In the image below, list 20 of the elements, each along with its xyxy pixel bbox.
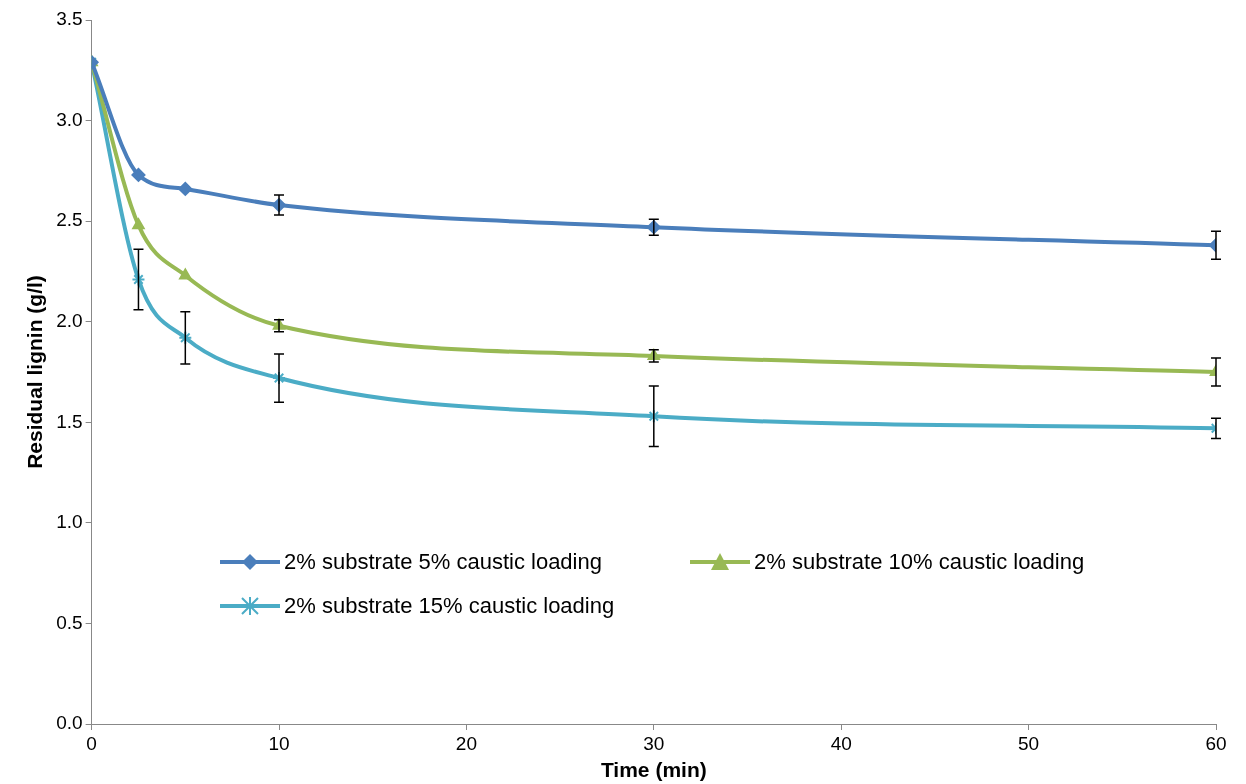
x-tick-label: 60 [1205,732,1227,754]
x-axis-title: Time (min) [600,758,707,782]
y-axis-title: Residual lignin (g/l) [23,275,47,469]
y-tick-label: 3.0 [56,108,83,130]
y-tick-label: 2.5 [56,209,83,231]
legend-label: 2% substrate 10% caustic loading [754,549,1085,575]
x-tick-label: 10 [268,732,290,754]
x-tick-label: 30 [643,732,665,754]
y-tick-label: 0.5 [56,611,83,633]
y-tick-label: 1.5 [56,410,83,432]
x-tick-label: 20 [455,732,477,754]
y-tick-label: 2.0 [56,309,83,331]
y-tick-label: 1.0 [56,511,83,533]
x-tick-label: 50 [1018,732,1040,754]
legend-label: 2% substrate 5% caustic loading [284,549,602,575]
x-tick-label: 40 [830,732,852,754]
y-tick-label: 0.0 [56,712,83,734]
y-tick-label: 3.5 [56,8,83,30]
x-tick-label: 0 [86,732,97,754]
legend-label: 2% substrate 15% caustic loading [284,593,615,619]
